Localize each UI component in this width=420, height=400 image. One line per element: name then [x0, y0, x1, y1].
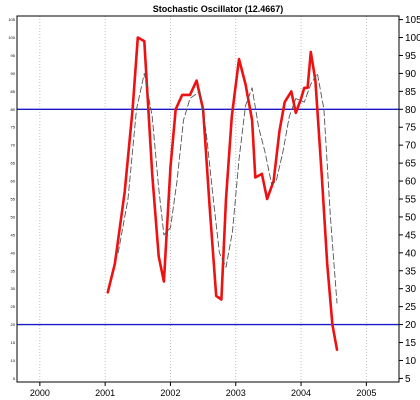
y-tick-label-right: 40	[405, 248, 417, 259]
y-tick-label-right: 20	[405, 320, 417, 331]
y-tick-label-right: 30	[405, 284, 417, 295]
y-tick-label-right: 5	[405, 374, 411, 385]
y-tick-label-right: 80	[405, 105, 417, 116]
x-tick-label: 2001	[95, 388, 115, 398]
y-tick-label-left: 30	[11, 286, 16, 291]
x-tick-label: 2003	[226, 388, 246, 398]
y-tick-label-right: 100	[405, 33, 420, 44]
chart-title: Stochastic Oscillator (12.4667)	[153, 4, 284, 14]
y-tick-label-right: 60	[405, 177, 417, 188]
y-tick-label-left: 85	[11, 89, 16, 94]
y-tick-label-left: 50	[11, 214, 16, 219]
y-tick-label-right: 105	[405, 15, 420, 26]
y-tick-label-left: 100	[8, 35, 15, 40]
x-tick-label: 2000	[30, 388, 50, 398]
y-tick-label-right: 25	[405, 302, 417, 313]
reference-lines	[17, 108, 399, 326]
y-tick-label-right: 45	[405, 230, 417, 241]
y-tick-label-left: 70	[11, 143, 16, 148]
y-tick-label-right: 75	[405, 123, 417, 134]
y-tick-label-right: 85	[405, 87, 417, 98]
y-tick-label-left: 45	[11, 232, 16, 237]
y-tick-label-right: 50	[405, 212, 417, 223]
series-layer	[106, 36, 339, 351]
y-tick-label-right: 95	[405, 51, 417, 62]
y-tick-label-right: 65	[405, 159, 417, 170]
x-axis-ticks: 2000 2001 2002 2003 2004 2005	[30, 382, 376, 398]
y-tick-label-left: 5	[13, 376, 16, 381]
y-tick-label-left: 15	[11, 340, 16, 345]
y-tick-label-right: 90	[405, 69, 417, 80]
x-tick-label: 2004	[291, 388, 311, 398]
y-tick-label-right: 15	[405, 338, 417, 349]
y-tick-label-right: 10	[405, 356, 417, 367]
y-tick-label-left: 90	[11, 71, 16, 76]
x-tick-label: 2002	[160, 388, 180, 398]
signal-line	[117, 72, 338, 304]
y-tick-label-left: 10	[11, 358, 16, 363]
y-tick-label-left: 65	[11, 161, 16, 166]
y-tick-label-left: 40	[11, 250, 16, 255]
y-tick-label-right: 70	[405, 141, 417, 152]
y-axis-ticks: 5510101515202025253030353540404545505055…	[8, 15, 420, 385]
stochastic-line	[106, 36, 339, 351]
y-tick-label-left: 35	[11, 268, 16, 273]
y-tick-label-left: 80	[11, 107, 16, 112]
y-tick-label-right: 35	[405, 266, 417, 277]
y-tick-label-left: 105	[8, 17, 15, 22]
y-tick-label-left: 60	[11, 179, 16, 184]
y-tick-label-right: 55	[405, 195, 417, 206]
y-tick-label-left: 55	[11, 197, 16, 202]
y-tick-label-left: 95	[11, 53, 16, 58]
y-tick-label-left: 25	[11, 304, 16, 309]
y-tick-label-left: 20	[11, 322, 16, 327]
x-tick-label: 2005	[356, 388, 376, 398]
y-tick-label-left: 75	[11, 125, 16, 130]
